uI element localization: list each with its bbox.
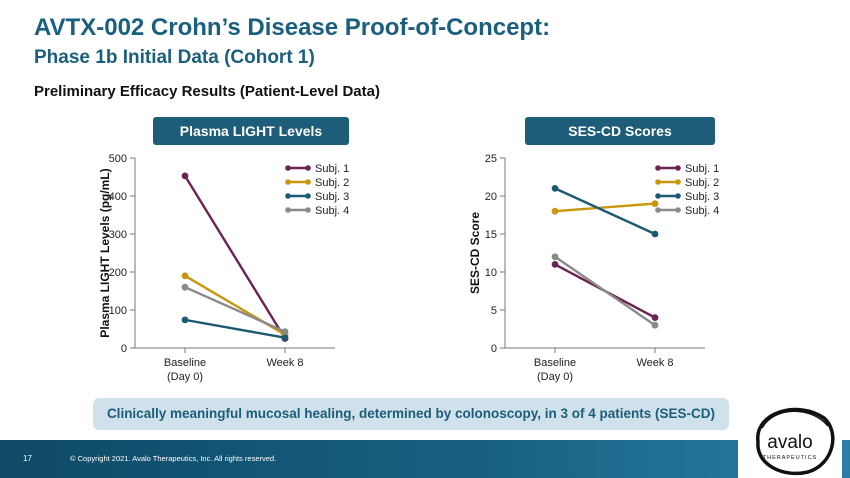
x-tick-sublabel: (Day 0) [537, 371, 573, 383]
legend-marker [655, 165, 661, 171]
page-subtitle: Phase 1b Initial Data (Cohort 1) [34, 47, 315, 68]
legend-marker [285, 179, 291, 185]
series-line-subj-4 [184, 286, 286, 333]
section-heading: Preliminary Efficacy Results (Patient-Le… [34, 83, 380, 100]
y-tick-label: 200 [109, 267, 127, 279]
legend-marker [675, 207, 681, 213]
y-tick-label: 100 [109, 305, 127, 317]
x-tick-label: Week 8 [636, 357, 673, 369]
legend-label: Subj. 4 [685, 205, 719, 217]
avalo-logo: avalo THERAPEUTICS [738, 398, 842, 478]
series-line-subj-2 [554, 202, 656, 213]
legend-marker [305, 165, 311, 171]
legend-label: Subj. 2 [685, 177, 719, 189]
y-axis-title: Plasma LIGHT Levels (pg/mL) [98, 168, 112, 337]
y-tick-label: 20 [485, 191, 497, 203]
page-number: 17 [23, 454, 32, 463]
page-title: AVTX-002 Crohn’s Disease Proof-of-Concep… [34, 14, 551, 41]
y-tick-label: 0 [491, 343, 497, 355]
data-point-subj-1 [651, 314, 659, 321]
legend-marker [675, 165, 681, 171]
legend-marker [285, 207, 291, 213]
legend-label: Subj. 3 [315, 191, 349, 203]
legend-marker [655, 207, 661, 213]
y-tick-label: 400 [109, 191, 127, 203]
y-tick-label: 5 [491, 305, 497, 317]
y-tick-label: 500 [109, 153, 127, 165]
series-line-subj-3 [184, 318, 286, 339]
data-point-subj-3 [651, 230, 659, 238]
legend-label: Subj. 4 [315, 205, 349, 217]
data-point-subj-2 [181, 272, 189, 280]
data-point-subj-1 [551, 261, 559, 268]
footer-bar: 17 © Copyright 2021. Avalo Therapeutics,… [0, 440, 850, 478]
legend-marker [655, 179, 661, 185]
legend-marker [305, 193, 311, 199]
legend-marker [285, 165, 291, 171]
legend-marker [305, 179, 311, 185]
data-point-subj-4 [551, 253, 559, 261]
logo-wordmark: avalo [767, 432, 812, 453]
x-tick-sublabel: (Day 0) [167, 371, 203, 383]
data-point-subj-2 [651, 200, 659, 207]
series-line-subj-4 [554, 255, 656, 327]
ses-cd-chart: 0 5 10 15 20 25 Baseline (Day 0) Week 8 SES-CD Sc… [468, 153, 719, 383]
legend-label: Subj. 1 [685, 163, 719, 175]
chart-header-plasma: Plasma LIGHT Levels [153, 117, 349, 145]
legend-marker [655, 193, 661, 199]
legend-label: Subj. 3 [685, 191, 719, 203]
legend-marker [305, 207, 311, 213]
copyright-text: © Copyright 2021. Avalo Therapeutics, In… [70, 454, 277, 463]
x-tick-label: Baseline [164, 357, 206, 369]
data-point-subj-4 [181, 283, 189, 291]
chart-header-ses: SES-CD Scores [525, 117, 715, 145]
data-point-subj-1 [181, 172, 189, 180]
y-tick-label: 25 [485, 153, 497, 165]
legend-marker [675, 193, 681, 199]
series-line-subj-3 [554, 187, 656, 236]
legend-marker [675, 179, 681, 185]
data-point-subj-3 [551, 185, 559, 192]
plasma-light-chart: 0 100 200 300 400 500 Baseline (Day 0) Week 8 Pla… [98, 153, 349, 383]
data-point-subj-3 [181, 316, 189, 324]
y-tick-label: 10 [485, 267, 497, 279]
callout-banner: Clinically meaningful mucosal healing, d… [93, 398, 729, 430]
series-line-subj-1 [183, 175, 287, 340]
y-tick-label: 15 [485, 229, 497, 241]
legend-label: Subj. 2 [315, 177, 349, 189]
legend-marker [285, 193, 291, 199]
data-point-subj-2 [551, 207, 559, 215]
x-tick-label: Week 8 [266, 357, 303, 369]
y-axis-title: SES-CD Score [468, 212, 482, 294]
legend-label: Subj. 1 [315, 163, 349, 175]
data-point-subj-4 [281, 328, 289, 336]
data-point-subj-3 [281, 334, 289, 342]
logo-tagline: THERAPEUTICS [763, 455, 817, 461]
x-tick-label: Baseline [534, 357, 576, 369]
y-tick-label: 300 [109, 229, 127, 241]
y-tick-label: 0 [121, 343, 127, 355]
data-point-subj-4 [651, 321, 659, 329]
